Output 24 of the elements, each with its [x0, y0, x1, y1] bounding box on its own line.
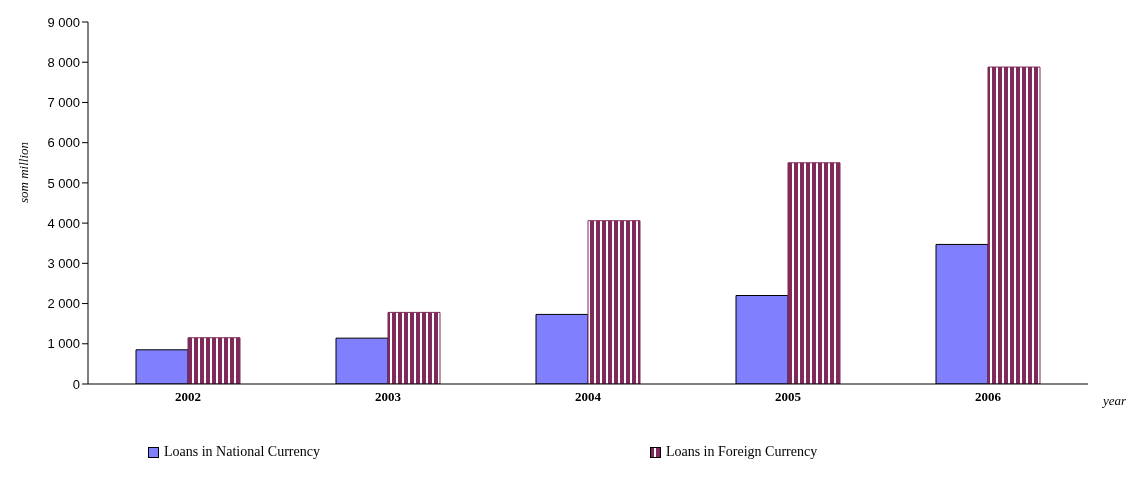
bar [387, 311, 441, 384]
x-tick-label: 2006 [975, 389, 1002, 405]
y-tick-label: 9 000 [47, 14, 80, 30]
x-tick-label: 2004 [575, 389, 602, 405]
bar [987, 66, 1041, 384]
legend-label: Loans in Foreign Currency [664, 444, 818, 460]
y-tick-label: 8 000 [47, 54, 80, 70]
x-tick-label: 2003 [375, 389, 402, 405]
bar [187, 337, 241, 384]
y-tick-label: 0 [72, 376, 80, 392]
bar [587, 220, 641, 384]
y-tick-label: 5 000 [47, 175, 80, 191]
y-tick-label: 3 000 [47, 255, 80, 271]
y-tick-label: 1 000 [47, 336, 80, 352]
y-tick-label: 4 000 [47, 215, 80, 231]
legend-label: Loans in National Currency [163, 444, 320, 460]
y-axis-title: som million [15, 141, 31, 203]
x-tick-label: 2005 [775, 389, 802, 405]
x-tick-label: 2002 [175, 389, 201, 405]
y-tick-label: 6 000 [47, 135, 80, 151]
bar [787, 162, 841, 384]
x-axis-title: year [1100, 393, 1127, 409]
y-tick-label: 7 000 [47, 95, 80, 111]
y-tick-label: 2 000 [47, 296, 80, 312]
